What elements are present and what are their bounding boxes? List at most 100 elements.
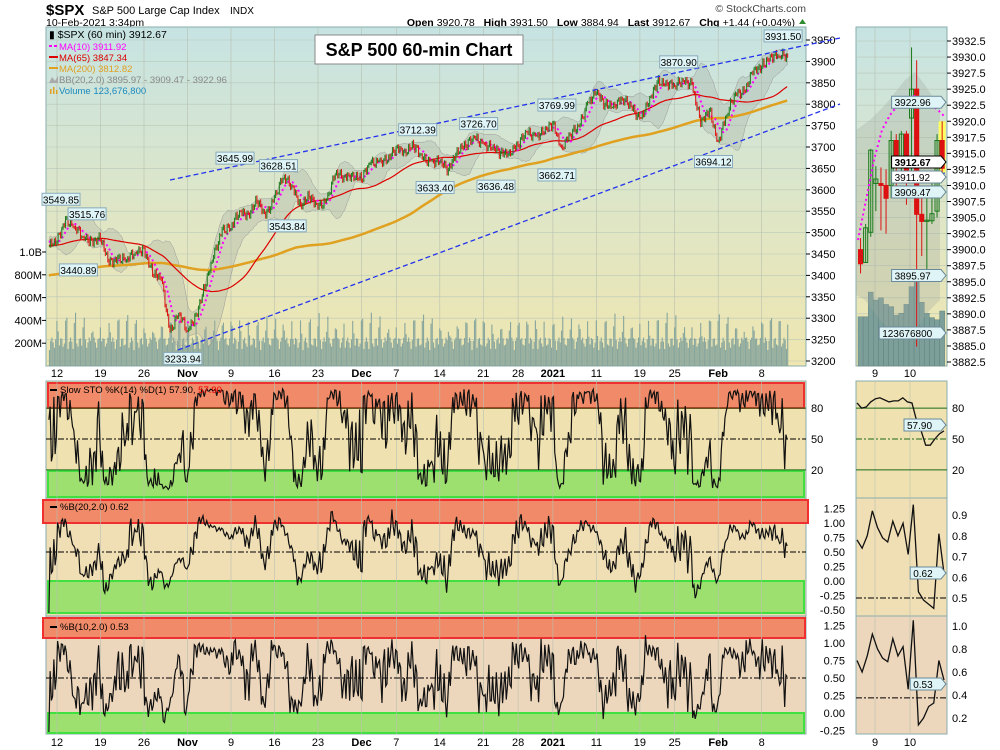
pctb20-label: %B(20,2.0) 0.62 [60,502,129,513]
volume-bar [621,331,623,366]
volume-bar [413,320,415,366]
volume-bar [76,343,78,366]
volume-bar [690,337,692,366]
volume-bar [656,320,658,366]
volume-bar [333,338,335,366]
volume-bar [674,327,676,366]
mini-price-tick-label: 3882.5 [952,357,986,369]
volume-bar [512,340,514,366]
volume-bar [316,346,318,366]
volume-bar [705,341,707,366]
volume-bar [547,344,549,366]
volume-bar [230,321,232,366]
volume-bar [625,343,627,366]
mini-sto-tick-label: 50 [952,434,964,446]
volume-bar [355,338,357,366]
volume-bar [68,341,70,366]
volume-bar [462,344,464,366]
volume-bar [549,339,551,366]
volume-bar [552,325,554,366]
volume-bar [669,346,671,366]
date-tick-label: 19 [634,737,646,749]
volume-bar [651,338,653,366]
price-tick-label: 3750 [811,121,835,133]
annotation-label: 3931.50 [765,32,802,43]
volume-bar [150,340,152,366]
volume-bar [464,337,466,366]
volume-bar [577,337,579,366]
sto-label: Slow STO %K(14) %D(1) 57.90, 57.90 [60,385,222,396]
volume-bar [317,326,319,366]
volume-bar [439,328,441,366]
volume-bar [734,328,737,366]
volume-bar [555,350,558,366]
volume-bar [224,339,226,366]
annotation-box [259,159,298,173]
volume-bar [446,340,448,366]
volume-bar [672,345,674,366]
volume-bar [662,341,664,366]
volume-bar [367,341,369,366]
volume-bar [610,338,612,366]
volume-bar [324,341,326,366]
mini-ma10-tag-box [891,170,947,184]
volume-bar [749,340,751,366]
annotation-label: 3515.76 [69,210,106,221]
date-tick-label: 23 [312,737,324,749]
volume-bar [92,331,94,366]
volume-bar [753,330,755,366]
volume-bar [450,337,452,366]
volume-bar [444,343,446,366]
volume-bar [293,344,295,366]
volume-bar [88,337,90,366]
volume-bar [601,342,604,366]
volume-bar [304,337,307,366]
volume-bar [569,329,571,366]
volume-bar [349,347,351,366]
volume-bar [294,337,297,366]
volume-bar [287,343,289,366]
mini-pctb10-tag-box [909,677,947,691]
volume-bar [707,340,709,366]
volume-bar [101,341,103,366]
volume-bar [676,339,678,366]
volume-bar [178,320,180,366]
volume-bar [598,350,600,366]
volume-bar [536,328,538,366]
volume-bar [686,342,688,366]
volume-bar [87,342,89,366]
volume-bar [236,348,238,366]
volume-bar [560,330,563,366]
pctb10-line [48,635,788,733]
volume-bar [492,333,494,366]
volume-bar [523,345,525,366]
pctb20-lower-zone [47,580,805,614]
symbol: $SPX [46,2,84,19]
volume-bar [647,320,650,366]
volume-bar [399,338,401,366]
volume-bar [638,337,640,366]
volume-bar [129,342,131,366]
volume-bar [684,327,686,366]
volume-bar [741,337,743,366]
mini-price-tick-label: 3927.5 [952,68,986,80]
volume-bar [235,340,237,366]
high-value: 3931.50 [510,17,548,29]
upper-trendline [169,37,841,181]
low-label: Low [557,17,579,29]
volume-bar [338,339,340,366]
legend-volume: Volume 123,676,800 [59,86,146,97]
volume-bar [703,337,705,366]
volume-bar [531,340,533,366]
mini-price-tick-label: 3922.5 [952,100,986,112]
annotation-box [41,192,81,206]
volume-bar [447,331,449,366]
volume-bar [370,312,372,366]
volume-bar [415,346,417,366]
volume-bar [116,340,118,366]
volume-bar [477,339,479,366]
volume-bar [454,340,456,366]
volume-bar [231,325,233,366]
mini-bb-upper-tag-box [891,95,947,109]
